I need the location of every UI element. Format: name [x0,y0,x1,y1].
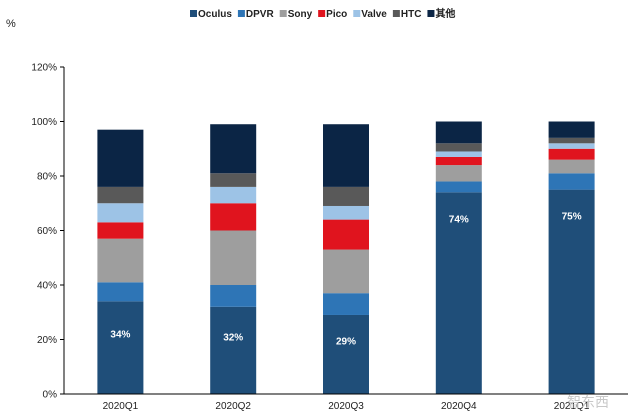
legend-label: Pico [326,9,347,20]
legend: Oculus DPVR Sony Pico Valve HTC 其他 [190,7,455,20]
bar-segment [548,148,595,160]
bar-segment [548,173,595,190]
y-axis: 0% 20% 40% 60% 80% 100% 120% [31,63,65,401]
y-tick-label: 40% [37,281,57,292]
bar-segment [323,205,369,220]
bar-segment [97,238,144,283]
bar-segment [323,186,369,206]
data-label: 34% [110,330,130,341]
y-axis-label: % [6,18,16,30]
legend-swatch [392,10,400,17]
x-tick-label: 2020Q3 [328,401,364,412]
bar-stack: 75% [548,121,595,394]
data-label: 32% [223,332,243,343]
data-label: 74% [449,214,469,225]
legend-item: Pico [318,9,347,20]
x-tick-label: 2021Q1 [554,401,590,412]
bar-segment [210,230,257,285]
legend-swatch [279,10,287,17]
legend-item: HTC [392,9,422,20]
bar-segment [323,124,369,187]
bar-segment [548,159,595,174]
bar-segment [548,137,595,144]
legend-label: 其他 [435,7,455,20]
bar-stack: 32% [210,124,257,394]
legend-item: Sony [279,9,313,20]
y-tick-label: 0% [43,390,58,401]
bar-segment [97,203,144,223]
data-label: 29% [336,336,356,347]
bar-segment [210,306,257,394]
bar-segment [97,222,144,239]
legend-swatch [427,10,435,17]
bar-stack: 34% [97,129,144,394]
x-tick-label: 2020Q4 [441,401,477,412]
bar-segment [97,301,144,394]
bar-segment [97,282,144,302]
x-axis: 2020Q1 2020Q2 2020Q3 2020Q4 2021Q1 [64,393,628,412]
bar-segment [435,143,482,152]
legend-item: 其他 [427,7,455,20]
bar-segment [323,219,369,250]
legend-item: Valve [353,9,387,20]
x-tick-label: 2020Q2 [215,401,251,412]
bar-segment [323,314,369,394]
bar-segment [210,203,257,231]
bar-segment [323,249,369,294]
legend-item: Oculus [190,9,232,20]
legend-label: HTC [401,9,422,20]
legend-swatch [190,10,197,17]
watermark: 智东西 [567,394,609,410]
bar-segment [548,143,595,149]
bar-stack: 74% [435,121,482,394]
y-tick-label: 80% [37,172,57,183]
legend-label: Oculus [198,9,232,20]
legend-swatch [237,10,245,17]
bar-segment [323,293,369,315]
bar-segment [97,186,144,204]
y-tick-label: 20% [37,335,57,346]
bar-segment [97,129,144,187]
bar-stack: 29% [323,124,369,394]
legend-label: Sony [288,9,313,20]
bar-segment [210,186,257,204]
bar-segment [548,121,595,138]
bar-segment [435,121,482,144]
legend-label: Valve [361,9,387,20]
legend-item: DPVR [237,9,275,20]
bar-segment [435,165,482,182]
bar-segment [210,173,257,187]
legend-swatch [353,10,361,17]
bar-segment [548,189,595,394]
bar-segment [435,192,482,394]
y-tick-label: 100% [31,117,57,128]
bar-segment [435,181,482,193]
x-tick-label: 2020Q1 [103,401,139,412]
y-tick-label: 120% [31,63,57,74]
bar-segment [435,151,482,157]
y-tick-label: 60% [37,226,57,237]
legend-swatch [318,10,326,17]
bar-segment [210,285,257,307]
bar-segment [435,156,482,166]
legend-label: DPVR [246,9,275,20]
bar-segment [210,124,257,174]
data-label: 75% [562,212,582,223]
bars: 34% 32% 29% 74% 75% [97,121,595,394]
